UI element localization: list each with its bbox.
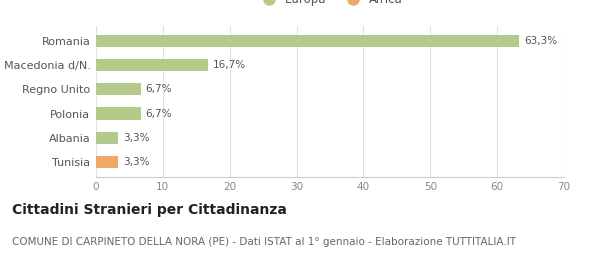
Legend: Europa, Africa: Europa, Africa xyxy=(253,0,407,10)
Text: 3,3%: 3,3% xyxy=(123,133,149,143)
Bar xyxy=(96,59,208,71)
Text: 6,7%: 6,7% xyxy=(145,109,172,119)
Text: 6,7%: 6,7% xyxy=(145,84,172,94)
Text: 63,3%: 63,3% xyxy=(524,36,557,46)
Text: 16,7%: 16,7% xyxy=(212,60,245,70)
Bar xyxy=(96,107,141,120)
Bar xyxy=(96,132,118,144)
Bar xyxy=(96,156,118,168)
Bar xyxy=(96,35,519,47)
Text: COMUNE DI CARPINETO DELLA NORA (PE) - Dati ISTAT al 1° gennaio - Elaborazione TU: COMUNE DI CARPINETO DELLA NORA (PE) - Da… xyxy=(12,237,516,246)
Text: 3,3%: 3,3% xyxy=(123,157,149,167)
Bar xyxy=(96,83,141,95)
Text: Cittadini Stranieri per Cittadinanza: Cittadini Stranieri per Cittadinanza xyxy=(12,203,287,217)
